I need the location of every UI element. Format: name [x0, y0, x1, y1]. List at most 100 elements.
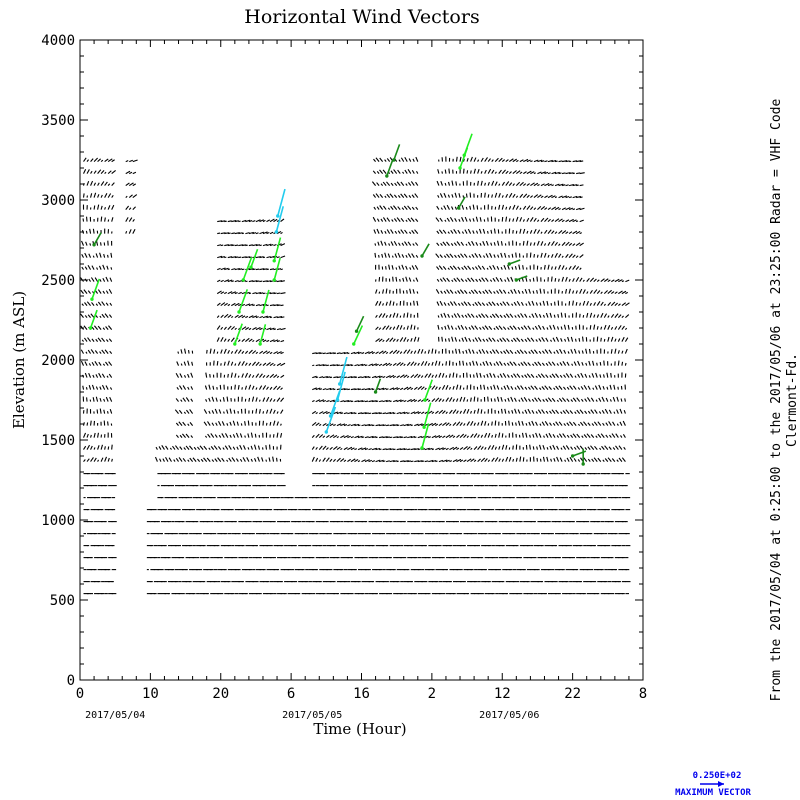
wind-vector	[101, 313, 106, 318]
wind-vector	[481, 265, 486, 270]
wind-vector	[529, 434, 531, 438]
wind-vector	[545, 362, 549, 366]
wind-vector	[551, 397, 556, 402]
wind-vector	[447, 231, 450, 234]
wind-vector	[595, 372, 598, 378]
wind-vector	[505, 216, 508, 222]
wind-vector	[454, 254, 457, 258]
wind-vector	[226, 423, 229, 426]
wind-vector	[183, 411, 186, 414]
wind-vector	[392, 387, 398, 391]
wind-vector	[621, 457, 626, 462]
wind-vector	[398, 159, 401, 162]
wind-vector	[565, 253, 569, 258]
wind-vector	[459, 447, 464, 451]
wind-vector	[413, 350, 417, 354]
wind-vector	[109, 387, 113, 390]
wind-vector	[572, 433, 577, 438]
wind-vector	[227, 291, 233, 295]
wind-vector	[184, 348, 187, 354]
wind-vector	[467, 313, 472, 318]
wind-vector	[587, 422, 591, 426]
wind-vector	[455, 384, 459, 390]
wind-vector	[611, 458, 616, 462]
wind-vector	[546, 447, 549, 450]
wind-vector	[527, 408, 531, 414]
wind-vector	[458, 218, 461, 222]
wind-vector	[255, 280, 260, 283]
wind-vector	[598, 384, 602, 390]
wind-vector	[504, 408, 507, 414]
wind-vector	[456, 398, 459, 402]
wind-vector	[574, 338, 577, 342]
wind-vector	[509, 259, 521, 265]
wind-vector-head	[462, 153, 466, 157]
wind-vector	[241, 315, 246, 319]
wind-vector	[549, 375, 552, 378]
wind-vector	[91, 278, 101, 300]
wind-vector	[322, 457, 326, 462]
wind-vector	[513, 397, 517, 402]
wind-vector	[389, 424, 395, 427]
wind-vector	[513, 288, 517, 294]
wind-vector	[613, 384, 616, 390]
wind-vector	[474, 301, 479, 306]
wind-vector	[535, 375, 538, 378]
wind-vector	[421, 423, 430, 449]
wind-vector	[165, 456, 169, 462]
wind-vector	[361, 436, 365, 439]
wind-vector	[459, 433, 465, 438]
wind-vector	[421, 411, 425, 415]
x-tick-labels: 0 10 20 6 16 2 12 22 8	[76, 686, 647, 702]
wind-vector-head	[420, 446, 424, 450]
wind-vector	[436, 205, 440, 210]
wind-vector	[545, 337, 549, 342]
wind-vector	[443, 290, 447, 294]
wind-vector	[442, 422, 447, 427]
wind-vector	[216, 315, 220, 318]
wind-vector	[415, 277, 419, 282]
wind-vector	[402, 171, 405, 174]
wind-vector	[536, 290, 538, 294]
wind-vector	[533, 207, 537, 210]
wind-vector	[577, 373, 581, 378]
wind-vector	[586, 397, 591, 402]
wind-vector	[218, 434, 222, 438]
wind-vector	[439, 217, 443, 222]
wind-vector	[509, 349, 514, 354]
wind-vector	[315, 399, 321, 403]
wind-vector	[407, 182, 412, 186]
wind-vector	[216, 290, 222, 295]
wind-vector	[259, 327, 263, 331]
wind-vector	[217, 267, 221, 271]
wind-vector	[605, 434, 609, 438]
wind-vector	[83, 337, 88, 342]
wind-vector	[505, 193, 509, 198]
wind-vector	[343, 435, 349, 439]
wind-vector	[394, 230, 398, 234]
wind-vector	[329, 434, 335, 439]
wind-vector	[361, 424, 366, 427]
wind-vector	[444, 182, 447, 186]
wind-vector	[255, 316, 259, 319]
wind-vector	[392, 276, 394, 282]
wind-vector	[456, 434, 460, 439]
wind-vector	[501, 169, 506, 174]
wind-vector	[600, 291, 603, 294]
wind-vector	[466, 446, 471, 451]
wind-vector	[280, 292, 286, 295]
wind-vector	[132, 183, 137, 187]
wind-vector	[479, 372, 482, 378]
wind-vector	[439, 193, 443, 198]
wind-vector	[547, 183, 552, 187]
wind-vector	[544, 421, 549, 426]
wind-vector	[579, 277, 583, 282]
wind-vector	[255, 268, 260, 271]
wind-vector	[408, 277, 412, 282]
wind-vector	[262, 268, 268, 271]
wind-vector	[506, 384, 510, 390]
wind-vector	[250, 458, 253, 462]
wind-vector	[568, 421, 574, 426]
wind-vector	[441, 399, 445, 402]
wind-vector	[516, 275, 528, 281]
